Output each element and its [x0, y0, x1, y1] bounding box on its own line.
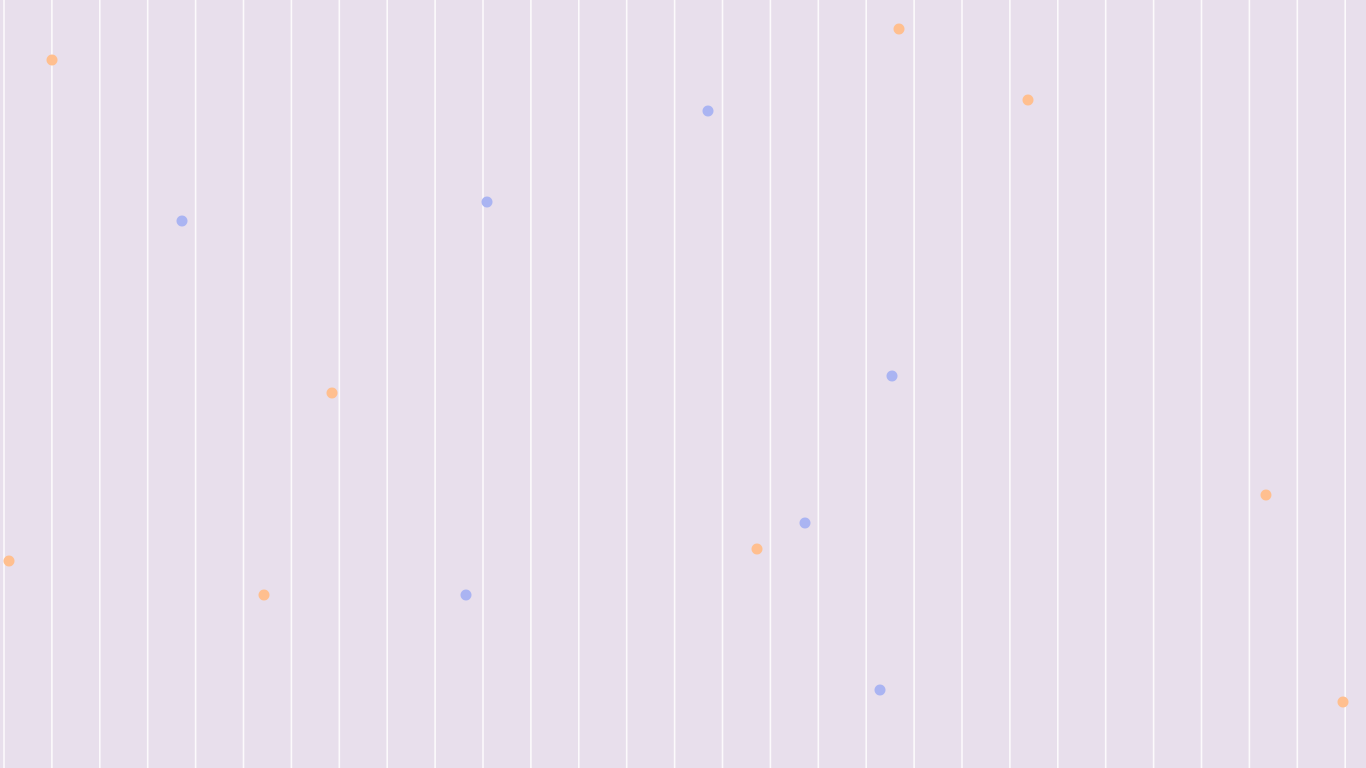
blue-dot — [460, 589, 472, 601]
orange-dot — [893, 23, 905, 35]
orange-dot — [3, 555, 15, 567]
blue-dot — [176, 215, 188, 227]
orange-dot — [1260, 489, 1272, 501]
dot-layer — [3, 23, 1349, 708]
blue-dot — [874, 684, 886, 696]
orange-dot — [1022, 94, 1034, 106]
orange-dot — [326, 387, 338, 399]
vertical-grid-lines — [3, 0, 1346, 768]
orange-dot — [258, 589, 270, 601]
orange-dot — [46, 54, 58, 66]
orange-dot — [1337, 696, 1349, 708]
orange-dot — [751, 543, 763, 555]
blue-dot — [886, 370, 898, 382]
blue-dot — [702, 105, 714, 117]
blue-dot — [481, 196, 493, 208]
blue-dot — [799, 517, 811, 529]
